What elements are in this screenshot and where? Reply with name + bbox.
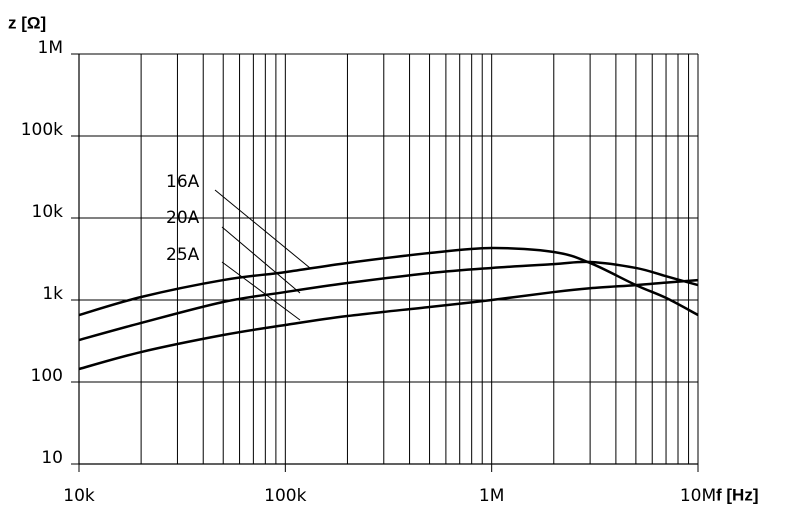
series-label: 25A <box>166 245 200 265</box>
y-tick-label: 100 <box>31 366 63 386</box>
series-label: 20A <box>166 208 200 228</box>
series-label: 16A <box>166 172 200 192</box>
y-tick-label: 10 <box>41 448 63 468</box>
x-tick-label: 10M <box>680 486 716 506</box>
y-tick-label: 100k <box>21 120 63 140</box>
x-tick-label: 1M <box>479 486 504 506</box>
y-tick-label: 1M <box>38 38 63 58</box>
y-tick-label: 1k <box>42 284 63 304</box>
leader-line <box>214 189 311 269</box>
y-axis-label: z [Ω] <box>8 13 46 32</box>
x-tick-label: 100k <box>264 486 306 506</box>
leader-line <box>221 261 301 321</box>
y-tick-label: 10k <box>32 202 64 222</box>
series-line <box>78 278 699 371</box>
series-line <box>78 260 699 342</box>
x-tick-label: 10k <box>63 486 95 506</box>
leader-line <box>221 226 301 294</box>
x-axis-label: f [Hz] <box>716 485 758 504</box>
